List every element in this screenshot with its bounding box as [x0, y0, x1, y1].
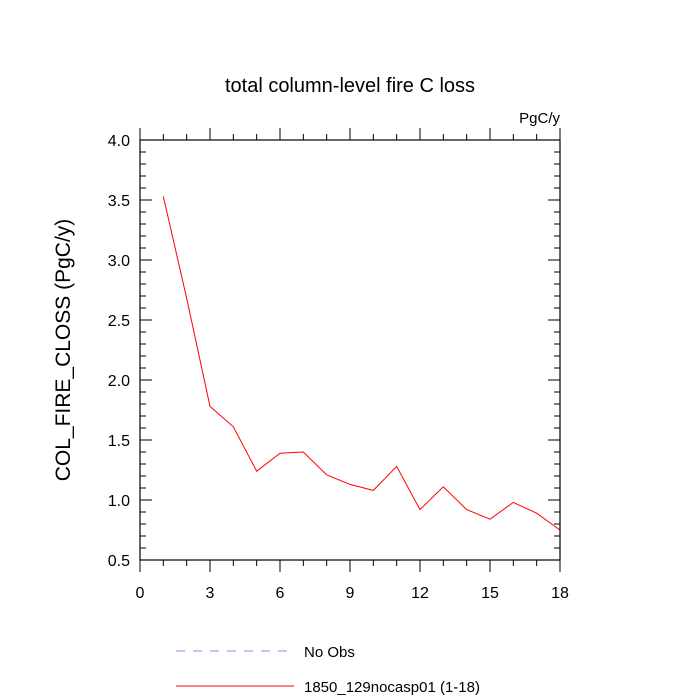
x-tick-label: 3 — [206, 585, 215, 602]
axis-ticks — [139, 128, 561, 572]
x-tick-label: 9 — [346, 585, 355, 602]
x-tick-label: 6 — [276, 585, 285, 602]
legend-entry-label: 1850_129nocasp01 (1-18) — [304, 679, 480, 696]
tick-labels: 0 3 6 9 12 15 18 0.5 1.0 1.5 2.0 2.5 3.0 3.5 4.0 — [108, 133, 569, 602]
series-line — [162, 196, 561, 531]
y-tick-label: 3.0 — [108, 253, 130, 270]
legend-entry-label: No Obs — [304, 644, 355, 661]
y-tick-label: 1.5 — [108, 433, 130, 450]
y-axis-label: COL_FIRE_CLOSS (PgC/y) — [52, 219, 75, 482]
series-layer — [162, 196, 561, 531]
legend: No Obs 1850_129nocasp01 (1-18) — [176, 644, 480, 696]
chart-title: total column-level fire C loss — [225, 75, 475, 97]
x-tick-label: 0 — [136, 585, 145, 602]
x-tick-label: 18 — [551, 585, 569, 602]
y-tick-label: 1.0 — [108, 493, 130, 510]
y-tick-label: 2.5 — [108, 313, 130, 330]
y-tick-label: 3.5 — [108, 193, 130, 210]
plot-frame — [139, 139, 561, 561]
y-tick-label: 4.0 — [108, 133, 130, 150]
x-tick-label: 12 — [411, 585, 429, 602]
units-label: PgC/y — [519, 110, 560, 127]
y-tick-label: 2.0 — [108, 373, 130, 390]
x-tick-label: 15 — [481, 585, 499, 602]
y-tick-label: 0.5 — [108, 553, 130, 570]
